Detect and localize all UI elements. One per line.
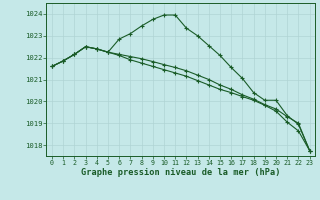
- X-axis label: Graphe pression niveau de la mer (hPa): Graphe pression niveau de la mer (hPa): [81, 168, 281, 177]
